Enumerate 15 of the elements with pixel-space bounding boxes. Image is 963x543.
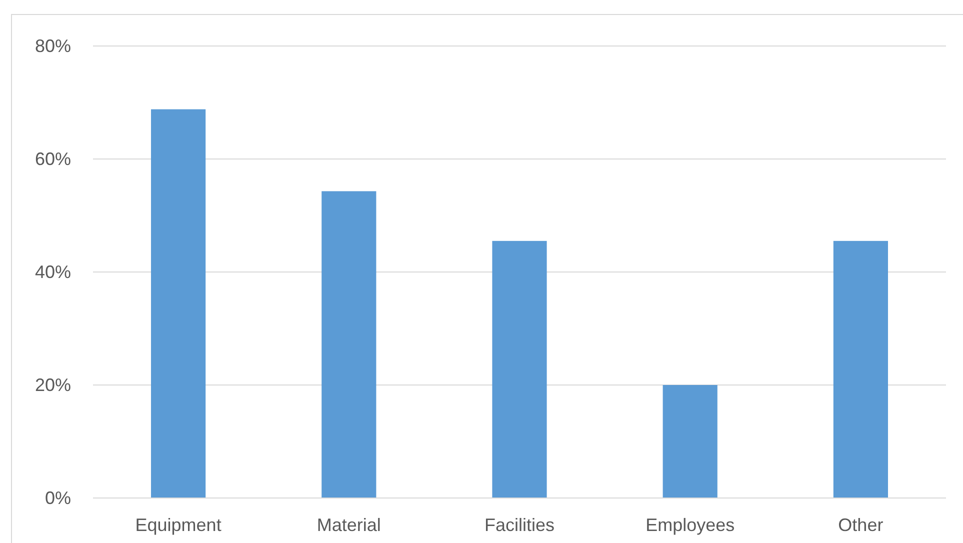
bar — [492, 240, 547, 498]
x-tick-label: Facilities — [484, 514, 555, 535]
bar — [662, 385, 718, 498]
y-tick-label: 20% — [34, 374, 71, 395]
bar — [151, 109, 206, 498]
x-tick-label: Employees — [646, 514, 735, 535]
y-tick-label: 0% — [44, 488, 71, 508]
x-tick-label: Material — [316, 514, 381, 535]
x-tick-label: Equipment — [135, 514, 222, 535]
x-tick-label: Other — [838, 514, 884, 535]
y-tick-label: 40% — [34, 262, 71, 282]
bar — [833, 240, 888, 498]
y-tick-label: 60% — [34, 148, 71, 169]
y-tick-label: 80% — [34, 36, 71, 56]
bar — [322, 191, 376, 498]
